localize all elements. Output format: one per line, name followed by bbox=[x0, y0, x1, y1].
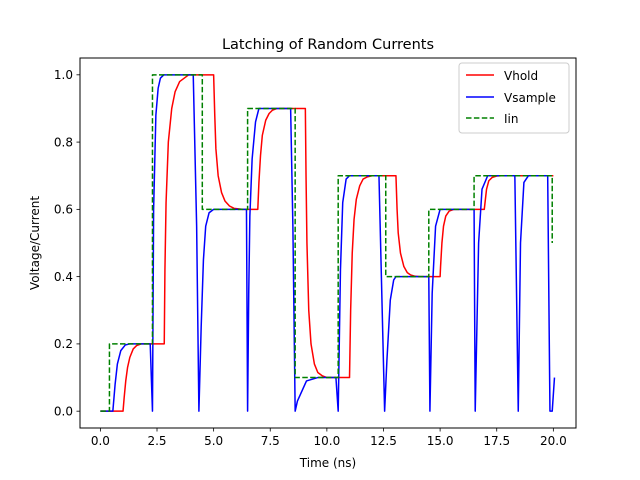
legend-entry-vsample: Vsample bbox=[466, 91, 556, 105]
legend-label-vsample: Vsample bbox=[504, 91, 556, 105]
y-tick-label: 0.2 bbox=[54, 337, 73, 351]
x-tick-label: 2.5 bbox=[147, 434, 166, 448]
plot-frame bbox=[79, 57, 577, 429]
plot-area bbox=[79, 57, 577, 429]
legend-label-iin: Iin bbox=[504, 112, 518, 126]
x-tick-label: 15.0 bbox=[427, 434, 454, 448]
y-axis-title: Voltage/Current bbox=[28, 196, 42, 290]
y-tick-label: 0.0 bbox=[54, 404, 73, 418]
x-tick-label: 5.0 bbox=[204, 434, 223, 448]
y-tick-label: 1.0 bbox=[54, 68, 73, 82]
x-tick-label: 0.0 bbox=[91, 434, 110, 448]
y-axis: 0.0 0.2 0.4 0.6 0.8 1.0 bbox=[54, 68, 80, 418]
series-layer bbox=[100, 74, 556, 412]
series-line-iin bbox=[100, 74, 553, 412]
x-tick-label: 7.5 bbox=[261, 434, 280, 448]
x-tick-label: 17.5 bbox=[483, 434, 510, 448]
y-tick-label: 0.4 bbox=[54, 270, 73, 284]
x-tick-label: 20.0 bbox=[540, 434, 567, 448]
legend-label-vhold: Vhold bbox=[504, 69, 538, 83]
legend-entry-vhold: Vhold bbox=[466, 69, 538, 83]
legend-entry-iin: Iin bbox=[466, 112, 518, 126]
x-axis-title: Time (ns) bbox=[299, 456, 356, 470]
y-tick-label: 0.8 bbox=[54, 135, 73, 149]
x-tick-label: 10.0 bbox=[314, 434, 341, 448]
chart-title: Latching of Random Currents bbox=[222, 37, 434, 53]
x-axis: 0.0 2.5 5.0 7.5 10.0 12.5 15.0 17.5 20.0 bbox=[91, 428, 567, 448]
y-tick-label: 0.6 bbox=[54, 203, 73, 217]
series-line-vhold bbox=[100, 74, 554, 412]
x-tick-label: 12.5 bbox=[370, 434, 397, 448]
legend: Vhold Vsample Iin bbox=[458, 62, 570, 134]
legend-box bbox=[458, 62, 570, 134]
